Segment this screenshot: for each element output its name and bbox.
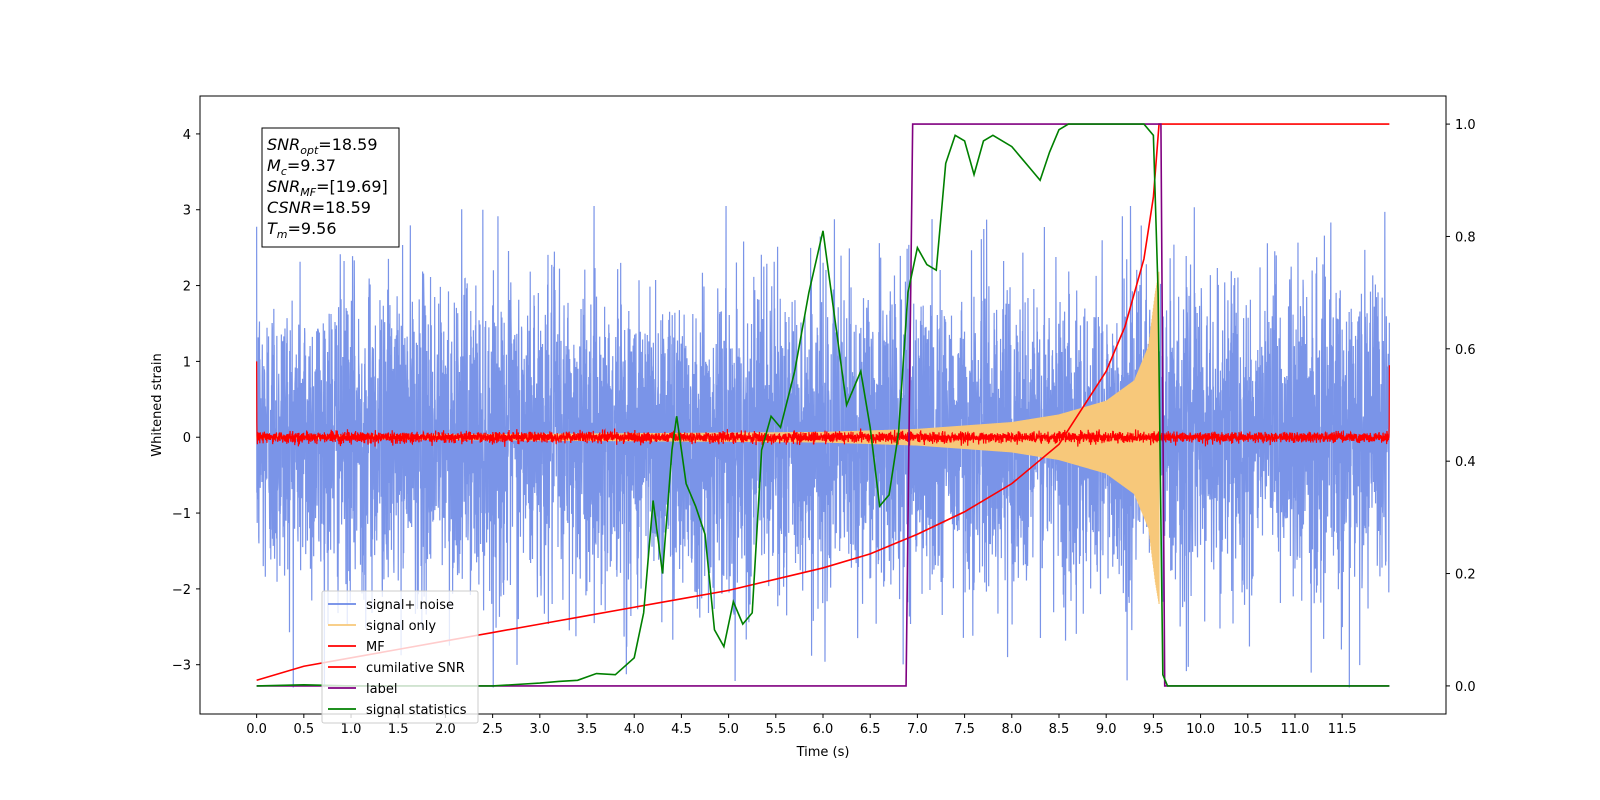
annotation-line: SNRopt=18.59 [267,135,378,157]
x-tick-label: 6.0 [813,722,834,737]
annotation-frame [261,127,400,248]
y-tick-label: 2 [183,280,191,295]
x-tick-label: 9.5 [1143,722,1164,737]
y2-tick-label: 0.8 [1455,230,1476,245]
legend: signal+ noise signal only MF cumilative SNR… [321,590,479,724]
legend-entry: cumilative SNR [366,661,465,676]
y2-tick-label: 0.2 [1455,568,1476,583]
x-tick-label: 6.5 [860,722,881,737]
axes: 0.0 0.5 1.0 1.5 2.0 2.5 3.0 3.5 4.0 4.5 5.0 5.5 6.0 6… [150,95,1476,760]
signal-noise-line [256,205,1390,688]
x-tick-label: 10.0 [1186,722,1215,737]
y2-tick-label: 1.0 [1455,118,1476,133]
x-tick-label: 8.5 [1049,722,1070,737]
legend-entry: MF [366,640,385,655]
x-tick-label: 3.0 [529,722,550,737]
y-tick-label: −3 [172,659,191,674]
annotation-line: Mc=9.37 [267,156,336,178]
y-tick-label: 0 [183,431,191,446]
annotation-box: SNRopt=18.59Mc=9.37SNRMF=[19.69]CSNR=18.… [261,127,400,248]
legend-entry: signal+ noise [366,598,454,613]
x-tick-label: 10.5 [1233,722,1262,737]
legend-entry: signal statistics [366,703,467,718]
y2-tick-label: 0.4 [1455,455,1476,470]
x-tick-label: 5.5 [765,722,786,737]
annotation-line: SNRMF=[19.69] [267,177,388,199]
x-tick-label: 5.0 [718,722,739,737]
x-tick-label: 1.5 [388,722,409,737]
legend-frame [321,590,479,724]
annotation-line: Tm=9.56 [267,219,337,241]
x-tick-label: 4.0 [624,722,645,737]
y2-tick-label: 0.6 [1455,343,1476,358]
y-tick-label: 1 [183,355,191,370]
x-tick-label: 0.0 [246,722,267,737]
x-tick-label: 8.0 [1001,722,1022,737]
x-tick-label: 11.5 [1328,722,1357,737]
mf-line [256,361,1390,447]
x-tick-label: 7.0 [907,722,928,737]
x-tick-label: 2.0 [435,722,456,737]
y-axis-label: Whitened strain [150,353,165,456]
annotation-line: CSNR=18.59 [267,198,371,217]
x-tick-label: 2.5 [482,722,503,737]
x-tick-label: 0.5 [293,722,314,737]
x-tick-label: 11.0 [1280,722,1309,737]
y2-tick-label: 0.0 [1455,680,1476,695]
y-tick-label: 4 [183,128,191,143]
x-tick-label: 7.5 [954,722,975,737]
x-tick-label: 1.0 [341,722,362,737]
legend-entry: signal only [366,619,436,634]
y-tick-label: −1 [172,507,191,522]
x-tick-label: 4.5 [671,722,692,737]
signal-statistics-line [256,123,1390,687]
x-axis-label: Time (s) [796,745,850,760]
legend-entry: label [366,682,397,697]
x-tick-label: 3.5 [577,722,598,737]
y-tick-label: −2 [172,583,191,598]
x-tick-label: 9.0 [1096,722,1117,737]
y-tick-label: 3 [183,204,191,219]
